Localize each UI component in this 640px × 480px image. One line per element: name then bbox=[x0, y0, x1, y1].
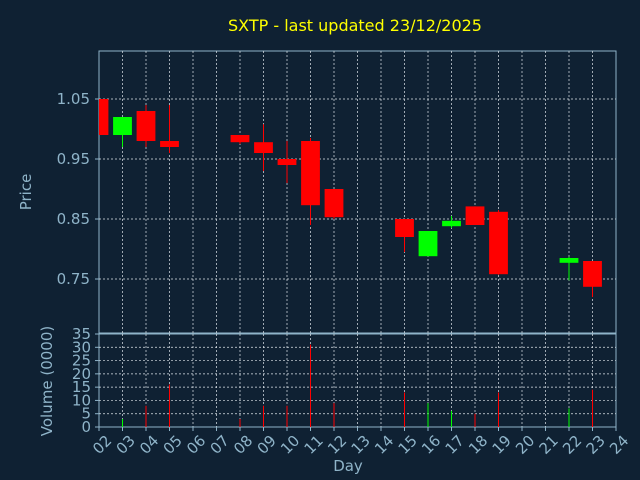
x-tick-label: 24 bbox=[606, 432, 632, 458]
x-tick-label: 13 bbox=[348, 432, 374, 458]
x-tick-label: 02 bbox=[89, 432, 115, 458]
candle-down bbox=[254, 142, 273, 153]
x-tick-label: 04 bbox=[136, 432, 162, 458]
x-tick-label: 12 bbox=[324, 432, 350, 458]
x-tick-label: 20 bbox=[512, 432, 538, 458]
candle-down bbox=[99, 99, 109, 135]
x-tick-label: 23 bbox=[583, 432, 609, 458]
chart-title: SXTP - last updated 23/12/2025 bbox=[228, 16, 482, 35]
candle-down bbox=[160, 141, 179, 147]
x-tick-label: 06 bbox=[183, 432, 209, 458]
price-y-tick-label: 1.05 bbox=[57, 90, 90, 108]
candle-down bbox=[465, 206, 485, 225]
x-tick-label: 21 bbox=[536, 432, 562, 458]
x-axis-label: Day bbox=[333, 457, 363, 475]
volume-y-tick-label: 35 bbox=[72, 325, 91, 343]
candle-down bbox=[324, 189, 344, 218]
x-tick-label: 19 bbox=[489, 432, 515, 458]
x-tick-label: 07 bbox=[207, 432, 233, 458]
x-tick-label: 09 bbox=[254, 432, 280, 458]
price-y-ticks: 0.75 0.85 0.95 1.05 bbox=[57, 90, 99, 288]
candle-down bbox=[395, 219, 414, 237]
volume-y-tick-label: 5 bbox=[81, 405, 91, 423]
candle-down bbox=[301, 141, 320, 206]
candle-down bbox=[277, 159, 297, 165]
x-tick-label: 11 bbox=[301, 432, 327, 458]
price-grid bbox=[99, 51, 616, 333]
candle-down bbox=[489, 211, 508, 275]
price-y-axis-label: Price bbox=[17, 174, 35, 211]
candle-up bbox=[418, 231, 438, 257]
volume-y-tick-label: 10 bbox=[72, 391, 91, 409]
candle-down bbox=[583, 261, 602, 287]
candle-up bbox=[113, 117, 132, 135]
candle-down bbox=[230, 135, 250, 143]
volume-y-tick-label: 15 bbox=[72, 378, 91, 396]
candle-down bbox=[136, 111, 156, 141]
volume-y-tick-label: 25 bbox=[72, 352, 91, 370]
volume-y-tick-label: 30 bbox=[72, 338, 91, 356]
candle-up bbox=[442, 220, 461, 227]
x-tick-label: 16 bbox=[418, 432, 444, 458]
price-panel: 0.75 0.85 0.95 1.05 Price bbox=[17, 50, 617, 334]
price-y-tick-label: 0.85 bbox=[57, 210, 90, 228]
price-y-tick-label: 0.75 bbox=[57, 270, 90, 288]
x-tick-label: 15 bbox=[395, 432, 421, 458]
candle-up bbox=[559, 258, 579, 263]
x-tick-label: 05 bbox=[160, 432, 186, 458]
x-tick-label: 17 bbox=[442, 432, 468, 458]
volume-grid bbox=[99, 334, 616, 427]
volume-y-tick-label: 20 bbox=[72, 365, 91, 383]
candles bbox=[99, 99, 602, 297]
x-tick-label: 10 bbox=[277, 432, 303, 458]
price-y-tick-label: 0.95 bbox=[57, 150, 90, 168]
x-tick-label: 22 bbox=[559, 432, 585, 458]
x-tick-label: 08 bbox=[230, 432, 256, 458]
volume-y-tick-label: 0 bbox=[81, 418, 91, 436]
volume-y-axis-label: Volume (0000) bbox=[38, 326, 56, 436]
x-tick-label: 18 bbox=[465, 432, 491, 458]
x-tick-label: 14 bbox=[371, 432, 397, 458]
x-ticks: 0203040506070809101112131415161718192021… bbox=[89, 427, 632, 458]
x-tick-label: 03 bbox=[113, 432, 139, 458]
volume-bars bbox=[122, 344, 593, 427]
